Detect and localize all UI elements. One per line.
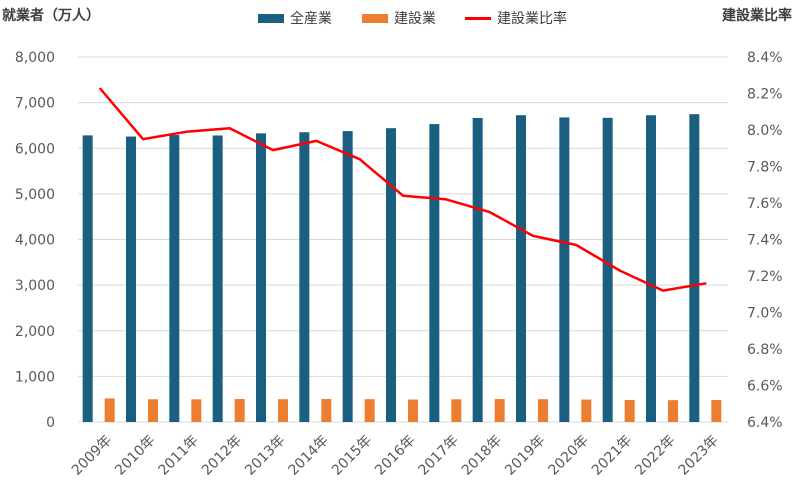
x-tick-label: 2011年 xyxy=(156,432,202,478)
bar-all-industries xyxy=(559,117,570,422)
bar-construction xyxy=(668,400,678,422)
x-tick-label: 2019年 xyxy=(502,432,548,478)
y-left-tick-label: 6,000 xyxy=(15,141,55,157)
y-right-tick-label: 8.4% xyxy=(747,50,783,66)
y-left-tick-label: 5,000 xyxy=(15,187,55,203)
bar-construction xyxy=(364,399,375,422)
y-right-tick-label: 6.8% xyxy=(747,342,783,358)
bar-construction xyxy=(234,399,245,422)
x-tick-label: 2014年 xyxy=(286,432,332,478)
bar-all-industries xyxy=(212,135,223,422)
bar-all-industries xyxy=(429,124,440,422)
bar-construction xyxy=(104,398,115,422)
y-left-tick-label: 8,000 xyxy=(15,50,55,66)
x-tick-label: 2018年 xyxy=(459,432,505,478)
y-left-tick-label: 0 xyxy=(46,415,55,431)
x-tick-label: 2022年 xyxy=(632,432,678,478)
y-left-tick-label: 2,000 xyxy=(15,324,55,340)
bar-all-industries xyxy=(82,135,93,423)
y-right-tick-label: 8.2% xyxy=(747,87,783,103)
x-tick-label: 2020年 xyxy=(546,432,592,478)
bar-construction xyxy=(148,399,158,422)
x-tick-label: 2013年 xyxy=(242,432,288,478)
bar-construction xyxy=(191,399,202,422)
bar-construction xyxy=(408,399,418,422)
bar-all-industries xyxy=(126,136,136,423)
x-tick-label: 2015年 xyxy=(329,432,375,478)
y-left-tick-label: 4,000 xyxy=(15,233,55,249)
y-right-tick-label: 8.0% xyxy=(747,123,783,139)
bar-all-industries xyxy=(386,128,396,423)
x-tick-label: 2009年 xyxy=(69,432,115,478)
y-left-tick-label: 7,000 xyxy=(15,96,55,112)
x-tick-label: 2010年 xyxy=(112,432,158,478)
y-right-tick-label: 7.2% xyxy=(747,269,783,285)
x-tick-label: 2017年 xyxy=(416,432,462,478)
y-right-tick-label: 6.4% xyxy=(747,415,783,431)
bar-construction xyxy=(581,399,592,422)
bar-all-industries xyxy=(256,133,266,422)
right-axis-title: 建設業比率 xyxy=(722,8,792,24)
x-tick-label: 2012年 xyxy=(199,432,245,478)
x-tick-label: 2021年 xyxy=(589,432,635,478)
bar-construction xyxy=(451,399,462,422)
y-right-tick-label: 7.6% xyxy=(747,196,783,212)
bar-all-industries xyxy=(602,117,613,423)
x-tick-label: 2016年 xyxy=(372,432,418,478)
bar-all-industries xyxy=(646,115,656,422)
bar-all-industries xyxy=(299,132,310,422)
left-axis-title: 就業者（万人） xyxy=(2,8,100,24)
bar-construction xyxy=(278,399,288,422)
bar-all-industries xyxy=(342,131,353,422)
bar-construction xyxy=(624,400,635,422)
line-construction-ratio xyxy=(98,87,707,292)
bar-all-industries xyxy=(472,117,483,422)
y-right-tick-label: 7.8% xyxy=(747,160,783,176)
y-left-tick-label: 1,000 xyxy=(15,369,55,385)
bar-all-industries xyxy=(169,135,180,422)
bar-all-industries xyxy=(516,115,526,422)
y-right-tick-label: 7.4% xyxy=(747,233,783,249)
y-right-tick-label: 6.6% xyxy=(747,379,783,395)
x-tick-label: 2023年 xyxy=(676,432,722,478)
bar-construction xyxy=(538,399,548,422)
bar-construction xyxy=(321,398,332,422)
bar-all-industries xyxy=(689,114,700,422)
bar-construction xyxy=(711,399,722,422)
y-right-tick-label: 7.0% xyxy=(747,306,783,322)
y-left-tick-label: 3,000 xyxy=(15,278,55,294)
bar-construction xyxy=(494,399,505,422)
